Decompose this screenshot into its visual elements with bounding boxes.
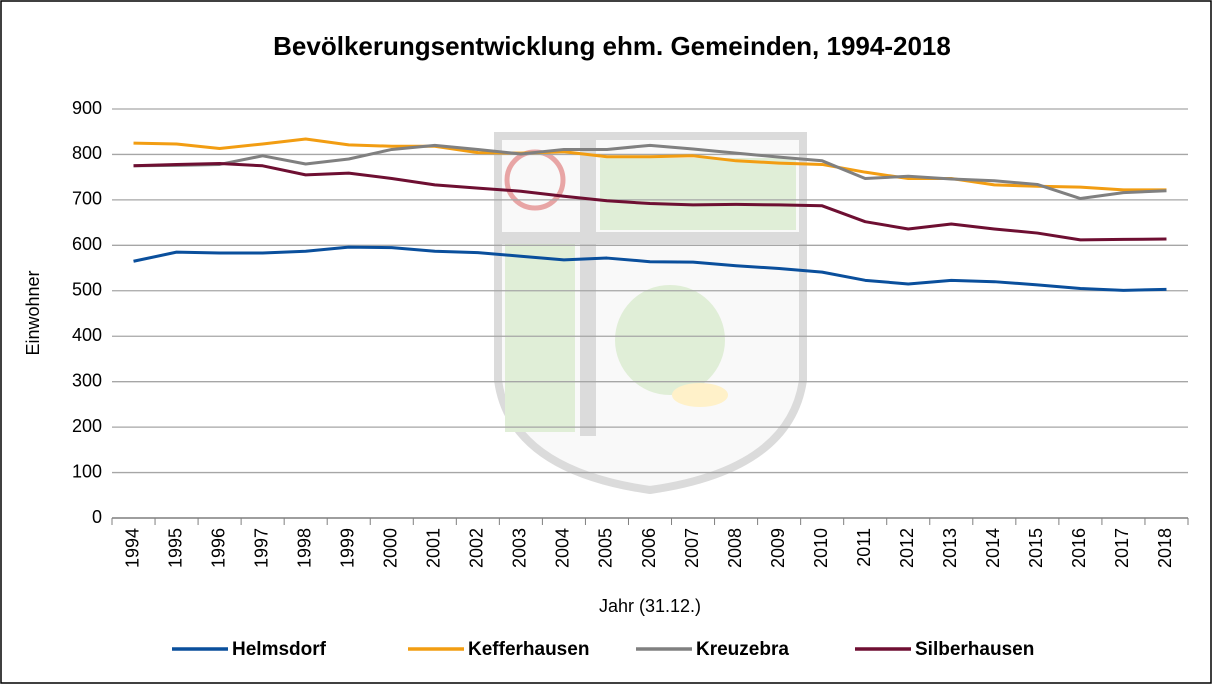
- x-axis-label: Jahr (31.12.): [599, 596, 701, 616]
- x-tick-label: 2015: [1026, 528, 1046, 568]
- x-tick-label: 2018: [1155, 528, 1175, 568]
- x-tick-label: 2008: [725, 528, 745, 568]
- x-tick-label: 2006: [639, 528, 659, 568]
- watermark: [498, 136, 803, 490]
- chart-title: Bevölkerungsentwicklung ehm. Gemeinden, …: [273, 31, 951, 61]
- legend-label: Silberhausen: [915, 639, 1034, 660]
- y-tick-label: 500: [72, 280, 102, 300]
- y-tick-label: 100: [72, 461, 102, 481]
- y-tick-label: 800: [72, 143, 102, 163]
- x-tick-label: 2007: [682, 528, 702, 568]
- x-tick-label: 1996: [208, 528, 228, 568]
- y-tick-label: 0: [92, 507, 102, 527]
- x-tick-label: 2000: [381, 528, 401, 568]
- legend-label: Kefferhausen: [468, 639, 589, 660]
- x-tick-label: 2004: [553, 528, 573, 568]
- x-tick-label: 2016: [1069, 528, 1089, 568]
- legend-label: Kreuzebra: [696, 639, 789, 660]
- x-tick-label: 2013: [940, 528, 960, 568]
- y-tick-label: 400: [72, 325, 102, 345]
- x-tick-label: 2009: [768, 528, 788, 568]
- y-axis-label: Einwohner: [23, 270, 43, 355]
- y-tick-label: 600: [72, 234, 102, 254]
- x-tick-label: 2012: [897, 528, 917, 568]
- y-tick-label: 300: [72, 370, 102, 390]
- y-tick-label: 700: [72, 189, 102, 209]
- x-tick-label: 1994: [122, 528, 142, 568]
- y-tick-label: 900: [72, 98, 102, 118]
- x-tick-label: 1999: [337, 528, 357, 568]
- y-tick-label: 200: [72, 416, 102, 436]
- x-tick-label: 2005: [596, 528, 616, 568]
- x-tick-label: 2002: [467, 528, 487, 568]
- x-tick-label: 2001: [424, 528, 444, 568]
- x-tick-label: 2014: [983, 528, 1003, 568]
- x-tick-label: 1997: [251, 528, 271, 568]
- x-tick-label: 2017: [1112, 528, 1132, 568]
- x-tick-label: 2010: [811, 528, 831, 568]
- legend-label: Helmsdorf: [232, 639, 327, 660]
- chart: Bevölkerungsentwicklung ehm. Gemeinden, …: [0, 0, 1212, 684]
- x-tick-label: 1995: [165, 528, 185, 568]
- x-tick-label: 1998: [294, 528, 314, 568]
- x-tick-label: 2003: [510, 528, 530, 568]
- x-tick-label: 2011: [854, 528, 874, 567]
